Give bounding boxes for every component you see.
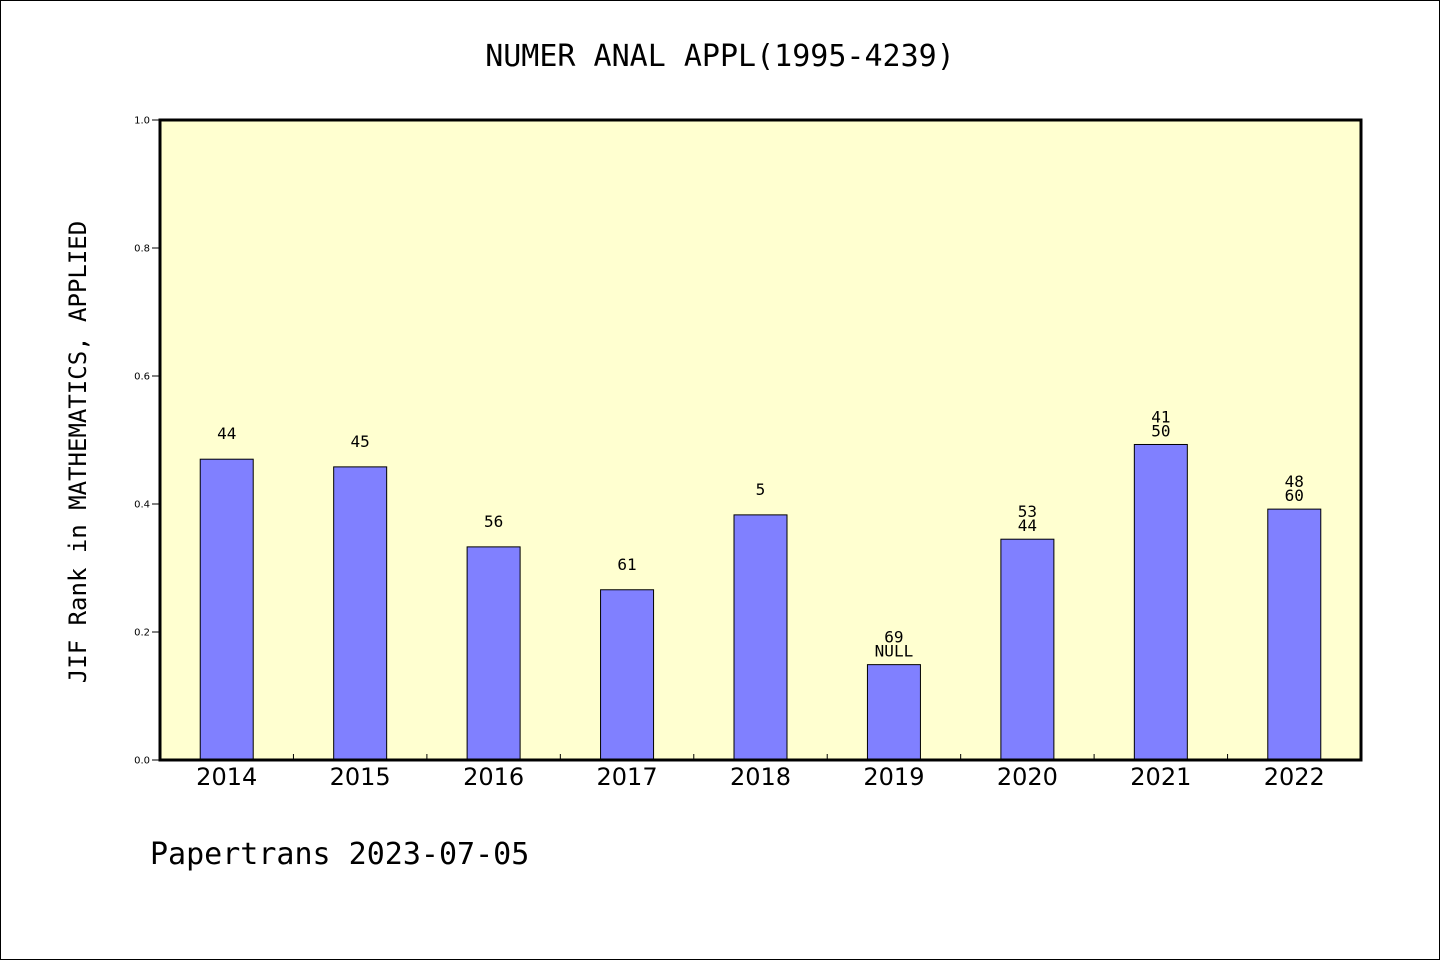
x-tick-label-2015: 2015: [330, 763, 391, 791]
x-tick-label-2021: 2021: [1130, 763, 1191, 791]
bars-layer: [199, 443, 1322, 761]
data-label-2015-0: 45: [351, 432, 370, 451]
data-label-2021-0: 41: [1151, 407, 1170, 426]
x-axis: 2014 2015 2016 2017 2018 2019 2020 2021 2022: [196, 754, 1325, 791]
data-label-2019-1: NULL: [875, 642, 914, 661]
bar-2022: [1267, 508, 1322, 761]
data-label-2021-1: 50: [1151, 421, 1170, 440]
x-tick-label-2014: 2014: [196, 763, 257, 791]
bar-2020: [1000, 538, 1055, 761]
y-tick-label-1: 0.2: [134, 628, 150, 639]
y-tick-label-2: 0.4: [134, 500, 150, 511]
bar-2019: [866, 664, 921, 761]
bar-2014: [199, 458, 254, 761]
bar-2015: [333, 466, 388, 761]
data-label-2022-1: 60: [1285, 486, 1304, 505]
x-tick-label-2016: 2016: [463, 763, 524, 791]
x-tick-label-2020: 2020: [997, 763, 1058, 791]
x-tick-label-2019: 2019: [863, 763, 924, 791]
bar-2017: [600, 589, 655, 761]
footer-credit: Papertrans 2023-07-05: [150, 837, 529, 872]
data-label-2020-0: 53: [1018, 502, 1037, 521]
y-tick-label-5: 1.0: [134, 116, 150, 127]
y-tick-label-3: 0.6: [134, 372, 150, 383]
bar-2016: [466, 546, 521, 761]
x-tick-label-2018: 2018: [730, 763, 791, 791]
y-tick-label-0: 0.0: [134, 756, 150, 767]
data-label-2017-0: 61: [617, 555, 636, 574]
bar-2021: [1133, 443, 1188, 761]
plot-border: [158, 118, 1363, 762]
y-tick-label-4: 0.8: [134, 244, 150, 255]
chart-title: NUMER ANAL APPL(1995-4239): [485, 39, 955, 74]
data-label-2019-0: 69: [884, 628, 903, 647]
x-tick-label-2017: 2017: [597, 763, 658, 791]
data-label-2016-0: 56: [484, 512, 503, 531]
y-axis: 0.0 0.2 0.4 0.6 0.8 1.0: [134, 116, 160, 767]
y-axis-label: JIF Rank in MATHEMATICS, APPLIED: [64, 221, 92, 683]
x-tick-label-2022: 2022: [1264, 763, 1325, 791]
bar-2018: [733, 514, 788, 761]
data-label-2022-0: 48: [1285, 472, 1304, 491]
data-label-2018-0: 5: [756, 480, 766, 499]
data-label-2014-0: 44: [217, 424, 236, 443]
data-label-2020-1: 44: [1018, 516, 1037, 535]
